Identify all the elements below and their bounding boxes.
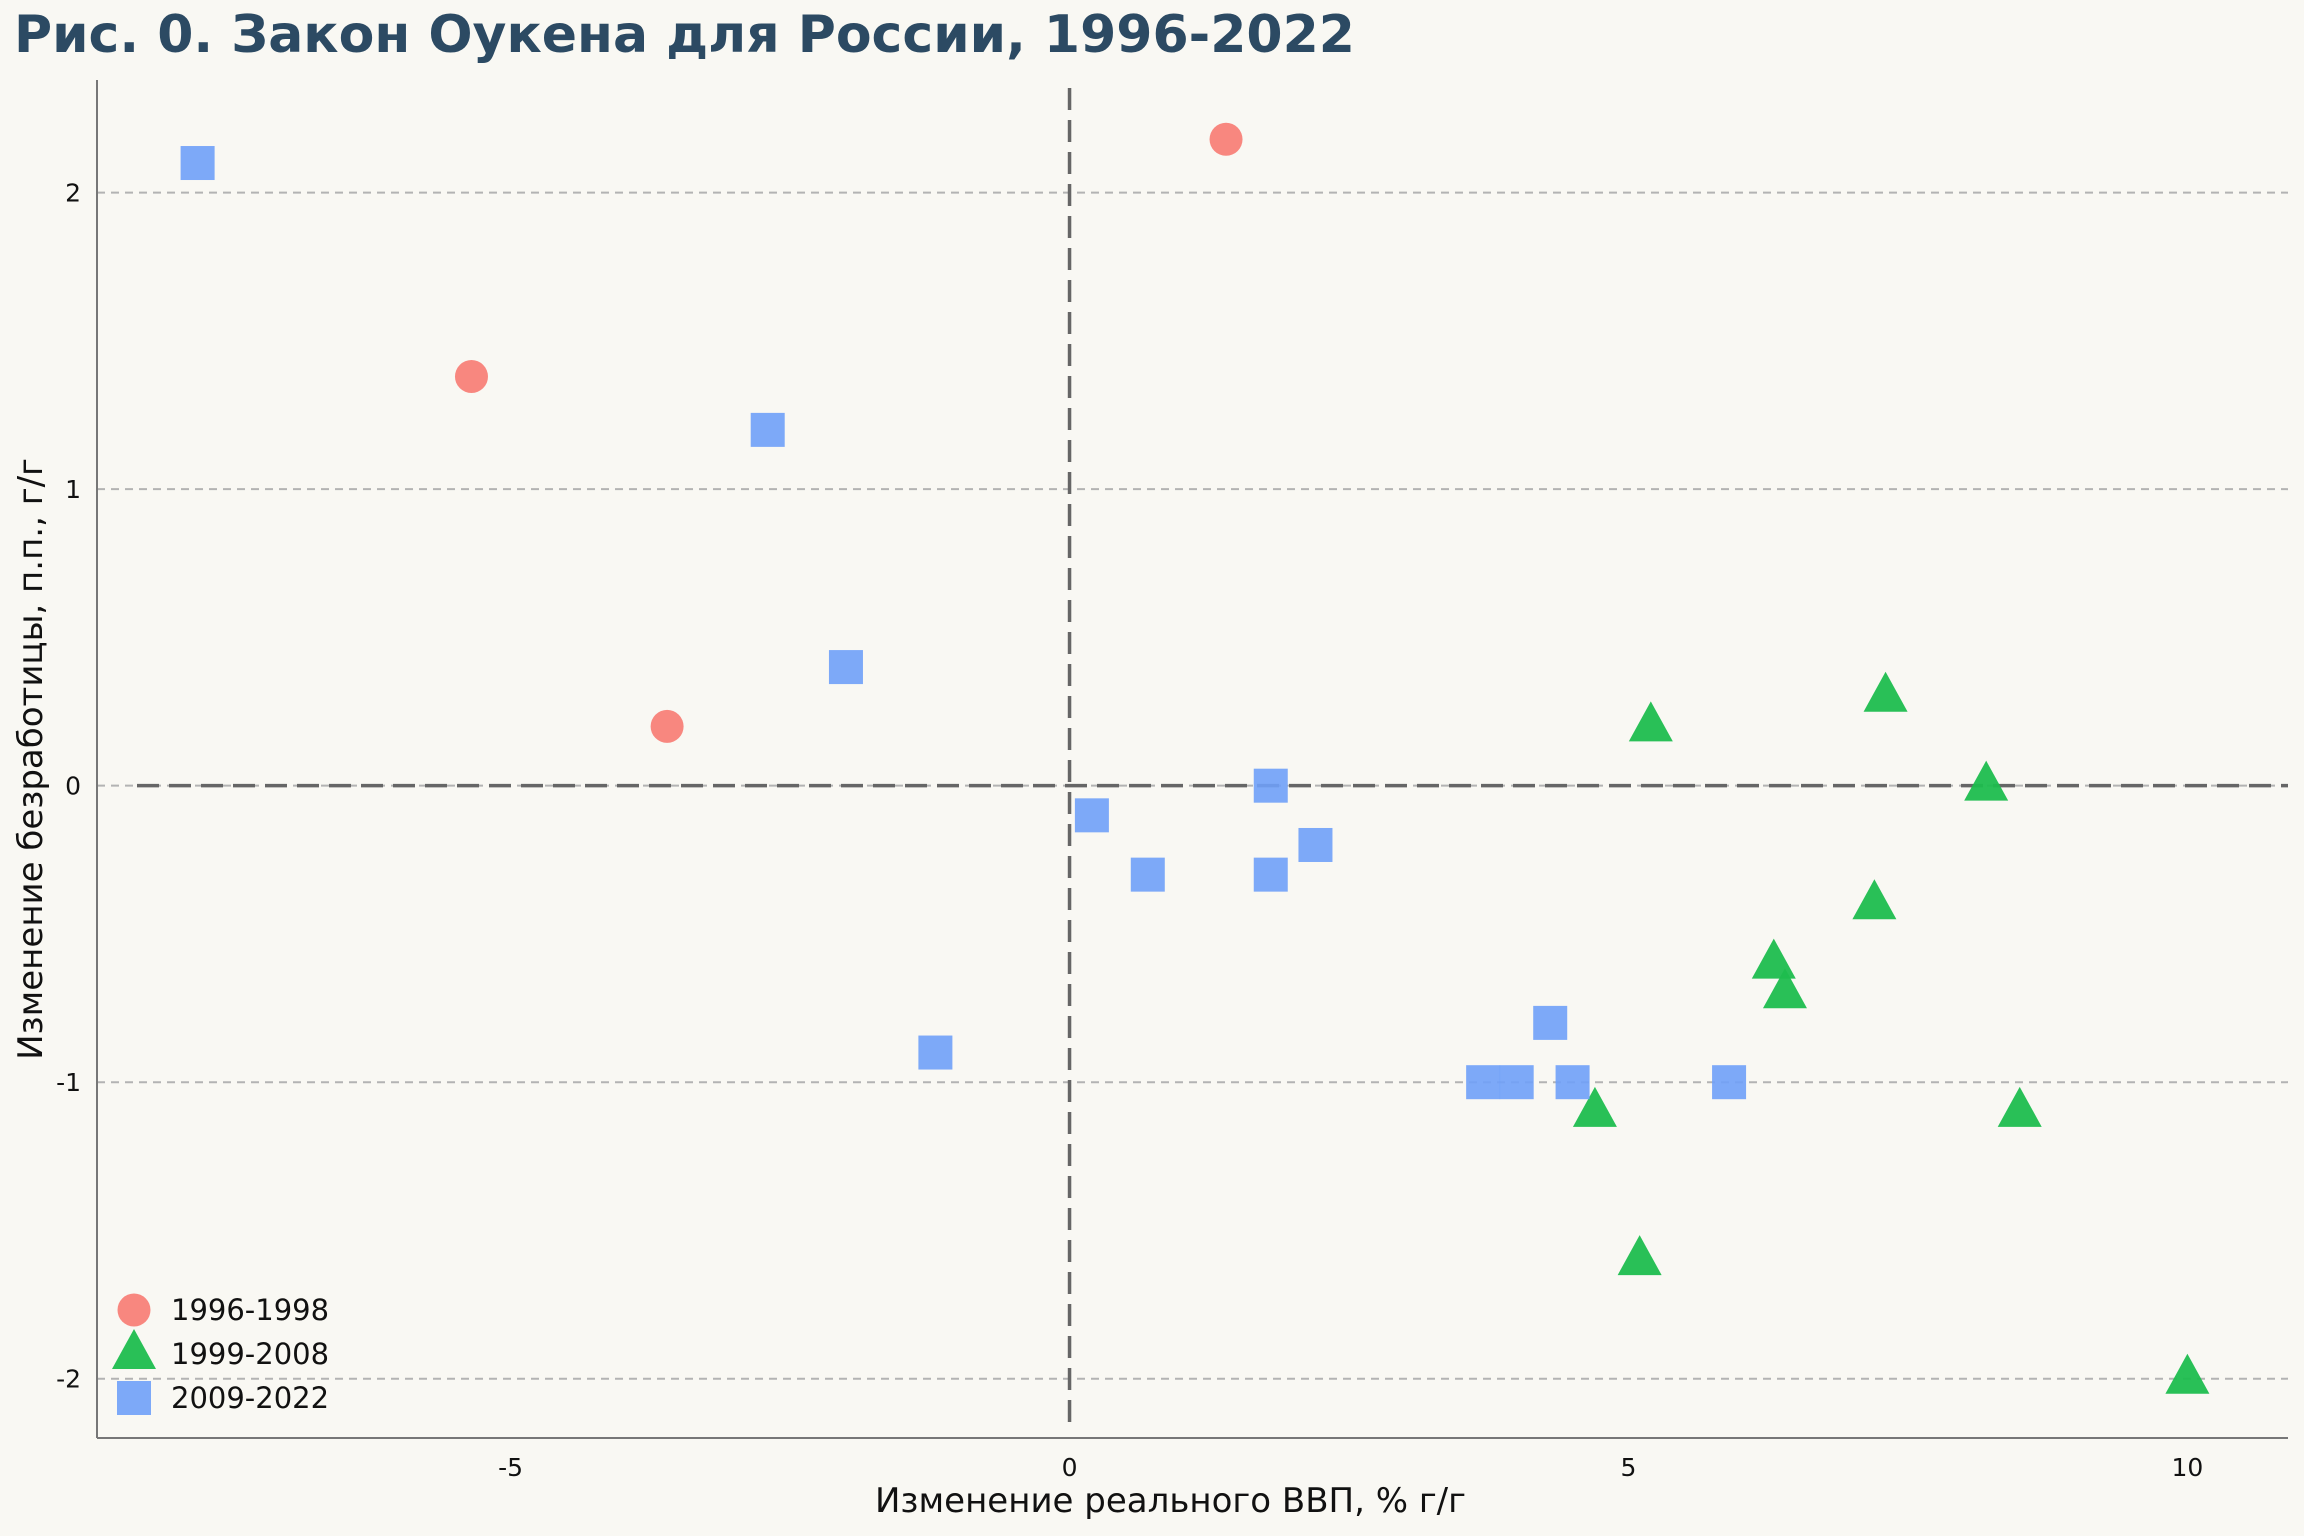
data-point-triangle xyxy=(2165,1353,2210,1394)
x-tick-label: 10 xyxy=(2171,1453,2203,1482)
y-tick-label: 2 xyxy=(65,179,81,208)
data-point-square xyxy=(828,650,863,685)
data-point-square xyxy=(1533,1005,1568,1040)
data-point-square xyxy=(750,412,785,447)
data-point-circle xyxy=(454,360,488,394)
data-point-circle xyxy=(1209,122,1243,156)
data-point-triangle xyxy=(1997,1086,2042,1127)
data-point-square xyxy=(1712,1065,1747,1100)
data-point-square xyxy=(1466,1065,1501,1100)
y-tick-label: 1 xyxy=(65,475,81,504)
data-point-square xyxy=(1298,827,1333,862)
data-point-triangle xyxy=(1863,671,1908,712)
data-point-square xyxy=(1253,857,1288,892)
legend-label: 2009-2022 xyxy=(171,1381,329,1415)
chart-title: Рис. 0. Закон Оукена для России, 1996-20… xyxy=(14,5,1355,65)
data-point-triangle xyxy=(1617,1235,1662,1276)
reference-lines xyxy=(137,88,2288,1426)
data-points xyxy=(180,122,2210,1394)
y-tick-label: 0 xyxy=(65,772,81,801)
legend: 1996-1998 1999-2008 2009-2022 xyxy=(112,1293,329,1415)
legend-marker-circle xyxy=(117,1293,151,1327)
x-axis-label: Изменение реального ВВП, % г/г xyxy=(875,1481,1466,1521)
data-point-square xyxy=(1253,768,1288,803)
axes xyxy=(96,80,2288,1439)
legend-marker-square xyxy=(117,1381,151,1415)
data-point-square xyxy=(180,146,215,181)
x-tick-label: -5 xyxy=(498,1453,523,1482)
data-point-circle xyxy=(650,709,684,743)
y-tick-label: -2 xyxy=(56,1365,81,1394)
legend-marker-triangle xyxy=(112,1329,156,1369)
x-tick-label: 0 xyxy=(1062,1453,1078,1482)
data-point-square xyxy=(1499,1065,1534,1100)
data-point-triangle xyxy=(1628,701,1673,742)
data-point-triangle xyxy=(1852,879,1897,920)
legend-label: 1996-1998 xyxy=(171,1293,329,1327)
data-point-triangle xyxy=(1762,968,1807,1009)
data-point-square xyxy=(918,1035,953,1070)
data-point-square xyxy=(1074,798,1109,833)
tick-labels: -2 -1 0 1 2 -5 0 5 10 xyxy=(56,179,2203,1482)
data-point-square xyxy=(1130,857,1165,892)
y-axis-label: Изменение безработицы, п.п., г/г xyxy=(11,458,51,1060)
data-point-square xyxy=(1555,1065,1590,1100)
data-point-triangle xyxy=(1572,1086,1617,1127)
x-tick-label: 5 xyxy=(1621,1453,1637,1482)
data-point-triangle xyxy=(1964,760,2009,801)
y-tick-label: -1 xyxy=(56,1068,81,1097)
legend-label: 1999-2008 xyxy=(171,1337,329,1371)
data-point-triangle xyxy=(1751,938,1796,979)
